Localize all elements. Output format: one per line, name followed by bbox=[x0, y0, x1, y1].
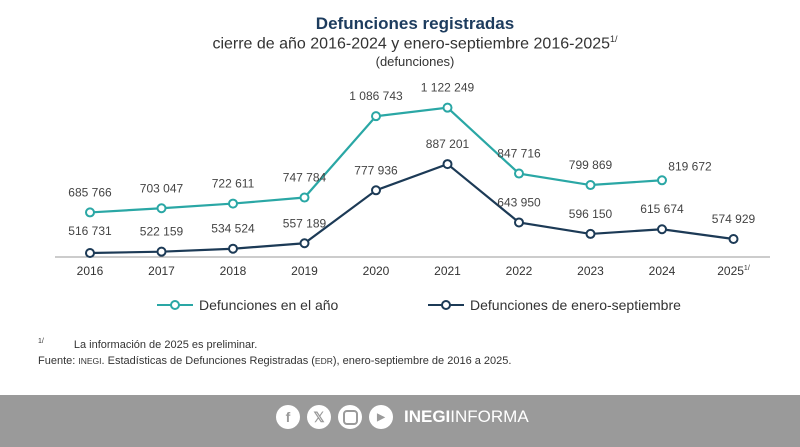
data-label: 799 869 bbox=[569, 158, 613, 172]
brand-logo: INEGIINFORMA bbox=[404, 407, 529, 426]
data-point bbox=[156, 203, 167, 214]
chart-unit: (defunciones) bbox=[375, 54, 455, 69]
data-point bbox=[657, 175, 667, 186]
legend-marker-teal bbox=[157, 300, 193, 310]
chart-title: Defunciones registradas bbox=[315, 14, 515, 33]
data-label: 534 524 bbox=[211, 222, 255, 236]
data-point bbox=[442, 102, 453, 113]
data-point bbox=[657, 224, 667, 235]
subtitle-note: 1/ bbox=[610, 34, 618, 44]
x-tick-label: 2018 bbox=[220, 264, 247, 278]
source-org: INEGI bbox=[78, 356, 102, 366]
data-point bbox=[85, 207, 95, 218]
x-tick-label: 2021 bbox=[434, 264, 461, 278]
line-chart: 2016 2017 2018 2019 2020 2021 2022 2023 2024 2025… bbox=[55, 81, 770, 278]
data-point bbox=[85, 247, 95, 258]
subtitle-text: cierre de año 2016-2024 y enero-septiemb… bbox=[212, 35, 611, 53]
data-label: 516 731 bbox=[68, 224, 112, 238]
footnote-marker: 1/ bbox=[38, 338, 44, 345]
legend-label: Defunciones de enero-septiembre bbox=[470, 297, 681, 313]
data-label: 1 086 743 bbox=[349, 89, 403, 103]
source-text: . Estadísticas de Defunciones Registrada… bbox=[101, 355, 315, 367]
source-abbr: EDR bbox=[314, 356, 333, 366]
data-label: 722 611 bbox=[212, 177, 255, 191]
data-label: 1 122 249 bbox=[421, 81, 475, 95]
footnote-preliminary: 1/La información de 2025 es preliminar. bbox=[38, 338, 257, 351]
data-label: 747 784 bbox=[283, 171, 327, 185]
legend-item-jan-sep: Defunciones de enero-septiembre bbox=[428, 297, 681, 313]
legend-marker-navy bbox=[428, 300, 464, 310]
data-point bbox=[442, 159, 453, 170]
source-text: ), enero-septiembre de 2016 a 2025. bbox=[332, 355, 512, 367]
source-label: Fuente: bbox=[38, 355, 76, 367]
data-label: 643 950 bbox=[497, 195, 541, 209]
instagram-icon[interactable] bbox=[338, 405, 362, 429]
footer-bar: f 𝕏 ▶ INEGIINFORMA bbox=[0, 395, 800, 447]
data-point bbox=[299, 238, 310, 249]
data-point bbox=[299, 192, 310, 203]
data-label: 557 189 bbox=[283, 216, 327, 230]
chart-subtitle: cierre de año 2016-2024 y enero-septiemb… bbox=[0, 34, 800, 53]
data-point bbox=[371, 185, 381, 196]
x-icon[interactable]: 𝕏 bbox=[307, 405, 331, 429]
x-tick-label: 2022 bbox=[506, 264, 533, 278]
data-label: 685 766 bbox=[68, 185, 112, 199]
x-tick-label: 20251/ bbox=[717, 264, 750, 278]
source-note: Fuente: INEGI. Estadísticas de Defuncion… bbox=[38, 355, 511, 367]
data-point bbox=[228, 198, 238, 209]
data-label: 574 929 bbox=[712, 212, 756, 226]
x-tick-label: 2023 bbox=[577, 264, 604, 278]
legend-label: Defunciones en el año bbox=[199, 297, 339, 313]
data-label: 596 150 bbox=[569, 207, 613, 221]
data-point bbox=[585, 228, 596, 239]
facebook-icon[interactable]: f bbox=[276, 405, 300, 429]
data-point bbox=[228, 243, 238, 254]
data-point bbox=[585, 180, 596, 191]
x-tick-label: 2024 bbox=[649, 264, 676, 278]
data-label: 887 201 bbox=[426, 137, 470, 151]
data-label: 615 674 bbox=[640, 202, 684, 216]
data-label: 703 047 bbox=[140, 181, 184, 195]
data-point bbox=[514, 217, 524, 228]
data-label: 522 159 bbox=[140, 225, 184, 239]
data-point bbox=[156, 246, 167, 257]
youtube-icon[interactable]: ▶ bbox=[369, 405, 393, 429]
data-point bbox=[728, 234, 739, 245]
data-point bbox=[371, 111, 381, 122]
x-tick-label: 2020 bbox=[363, 264, 390, 278]
data-label: 847 716 bbox=[497, 147, 541, 161]
footnote-text: La información de 2025 es preliminar. bbox=[73, 338, 258, 351]
series-line-1 bbox=[89, 162, 734, 255]
data-label: 777 936 bbox=[354, 163, 398, 177]
data-point bbox=[514, 168, 524, 179]
x-tick-label: 2019 bbox=[291, 264, 318, 278]
data-label: 819 672 bbox=[668, 159, 712, 173]
x-tick-label: 2017 bbox=[148, 264, 175, 278]
x-tick-label: 2016 bbox=[77, 264, 104, 278]
legend-item-annual: Defunciones en el año bbox=[157, 297, 338, 313]
